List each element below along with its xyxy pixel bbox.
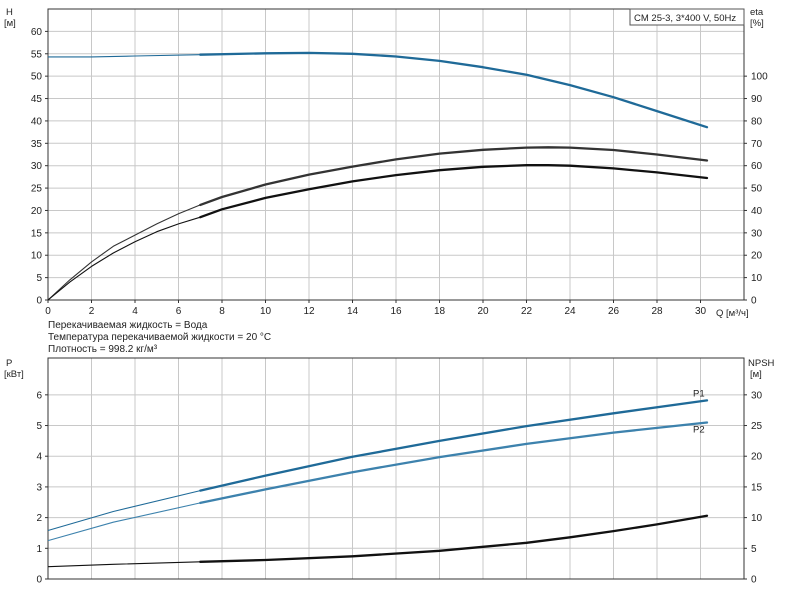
series-label-p1: P1 <box>693 388 705 399</box>
bottom-left-axis-label: P <box>6 358 12 369</box>
note-liquid: Перекачиваемая жидкость = Вода <box>48 320 208 331</box>
x-tick-label: 28 <box>651 306 663 317</box>
x-tick-label: 2 <box>89 306 95 317</box>
top-series-0-operating-line <box>199 51 709 129</box>
top-right-tick-label: 50 <box>751 184 763 195</box>
x-tick-label: 12 <box>303 306 315 317</box>
top-right-tick-label: 30 <box>751 228 763 239</box>
top-right-axis-label: eta <box>750 7 764 18</box>
top-left-tick-label: 20 <box>31 206 43 217</box>
top-right-tick-label: 80 <box>751 116 763 127</box>
top-left-tick-label: 55 <box>31 49 43 60</box>
top-right-tick-label: 40 <box>751 206 763 217</box>
x-axis-label: Q [м³/ч] <box>716 308 749 319</box>
top-right-tick-label: 70 <box>751 139 763 150</box>
top-left-tick-label: 35 <box>31 139 43 150</box>
top-right-tick-label: 60 <box>751 161 763 172</box>
note-temperature: Температура перекачиваемой жидкости = 20… <box>48 332 271 343</box>
top-left-tick-label: 15 <box>31 228 43 239</box>
top-grid <box>48 9 744 300</box>
top-left-tick-label: 60 <box>31 27 43 38</box>
top-series-0-line <box>48 52 708 128</box>
bottom-series-2-line <box>47 515 708 568</box>
top-right-tick-label: 0 <box>751 296 757 307</box>
bottom-right-axis-unit: [м] <box>750 369 762 380</box>
top-series-2-operating-line <box>199 164 709 219</box>
bottom-left-tick-label: 6 <box>36 390 42 401</box>
bottom-left-tick-label: 1 <box>36 544 42 555</box>
x-tick-label: 16 <box>390 306 402 317</box>
x-tick-label: 4 <box>132 306 138 317</box>
legend-box <box>629 8 745 26</box>
bottom-left-tick-label: 2 <box>36 513 42 524</box>
bottom-series-1-line <box>47 421 708 542</box>
bottom-series-1-operating-line <box>199 421 709 505</box>
bottom-series-0-operating-line <box>199 399 709 492</box>
bottom-right-tick-label: 5 <box>751 544 757 555</box>
bottom-series <box>47 399 709 568</box>
bottom-series-0-line <box>47 399 708 532</box>
bottom-left-tick-label: 4 <box>36 452 42 463</box>
top-right-tick-label: 100 <box>751 72 768 83</box>
x-tick-label: 10 <box>260 306 272 317</box>
bottom-plot-frame <box>47 357 745 580</box>
x-tick-label: 26 <box>608 306 620 317</box>
top-left-tick-label: 5 <box>36 273 42 284</box>
x-tick-label: 20 <box>477 306 489 317</box>
x-tick-label: 30 <box>695 306 707 317</box>
top-series-1-line <box>47 146 708 301</box>
top-right-tick-label: 20 <box>751 251 763 262</box>
bottom-left-tick-label: 0 <box>36 575 42 586</box>
top-right-axis-unit: [%] <box>750 18 764 29</box>
top-left-tick-label: 25 <box>31 184 43 195</box>
top-left-tick-label: 0 <box>36 296 42 307</box>
top-left-axis-label: H <box>6 7 13 18</box>
top-right-tick-label: 10 <box>751 273 763 284</box>
top-left-tick-label: 45 <box>31 94 43 105</box>
bottom-tick-labels: 0 1 2 3 4 5 6 0 5 10 15 20 25 30 <box>36 390 762 585</box>
top-right-tick-label: 90 <box>751 94 763 105</box>
series-label-p2: P2 <box>693 424 705 435</box>
top-left-tick-label: 30 <box>31 161 43 172</box>
bottom-right-tick-label: 30 <box>751 390 763 401</box>
bottom-series-2-operating-line <box>199 514 709 563</box>
bottom-right-tick-label: 15 <box>751 482 763 493</box>
x-tick-label: 6 <box>176 306 182 317</box>
head-efficiency-chart: 0510152025303540455055600102030405060708… <box>4 7 768 355</box>
top-left-tick-label: 50 <box>31 72 43 83</box>
x-tick-label: 22 <box>521 306 533 317</box>
legend-box-text: CM 25-3, 3*400 V, 50Hz <box>634 13 736 24</box>
top-series <box>47 51 709 301</box>
top-left-tick-label: 40 <box>31 116 43 127</box>
x-tick-label: 24 <box>564 306 576 317</box>
bottom-right-tick-label: 25 <box>751 421 763 432</box>
x-tick-label: 14 <box>347 306 359 317</box>
x-tick-label: 18 <box>434 306 446 317</box>
x-tick-label: 8 <box>219 306 225 317</box>
bottom-right-tick-label: 0 <box>751 575 757 586</box>
bottom-grid <box>48 358 744 579</box>
bottom-right-tick-label: 20 <box>751 452 763 463</box>
top-series-1-operating-line <box>199 146 709 207</box>
bottom-right-tick-label: 10 <box>751 513 763 524</box>
x-tick-label: 0 <box>45 306 51 317</box>
bottom-left-tick-label: 3 <box>36 482 42 493</box>
top-left-tick-label: 10 <box>31 251 43 262</box>
bottom-left-axis-unit: [кВт] <box>4 369 24 380</box>
top-tick-labels: 0510152025303540455055600102030405060708… <box>31 27 768 317</box>
note-density: Плотность = 998.2 кг/м³ <box>48 344 158 355</box>
bottom-right-axis-label: NPSH <box>748 358 775 369</box>
bottom-left-tick-label: 5 <box>36 421 42 432</box>
top-left-axis-unit: [м] <box>4 18 16 29</box>
